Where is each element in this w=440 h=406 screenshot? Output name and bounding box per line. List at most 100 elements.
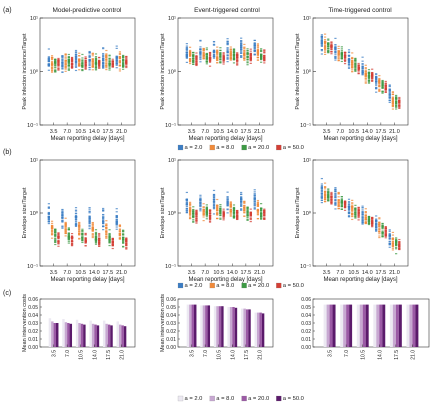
scatter-point xyxy=(118,70,122,72)
scatter-point xyxy=(361,219,364,221)
scatter-point xyxy=(347,63,351,66)
y-tick-label: 0.02 xyxy=(28,329,38,335)
scatter-point xyxy=(236,52,239,54)
scatter-point xyxy=(391,239,395,241)
scatter-point xyxy=(54,229,57,231)
scatter-point xyxy=(81,241,84,244)
scatter-point xyxy=(398,238,401,241)
scatter-point xyxy=(205,60,208,62)
bar xyxy=(118,324,122,347)
scatter-point xyxy=(334,189,337,191)
scatter-point xyxy=(351,56,354,59)
scatter-point xyxy=(47,56,50,59)
scatter-point xyxy=(70,240,74,242)
scatter-point xyxy=(354,68,357,70)
scatter-point xyxy=(208,57,212,59)
scatter-point xyxy=(388,246,391,248)
scatter-point xyxy=(115,226,118,228)
scatter-point xyxy=(367,79,371,81)
scatter-point xyxy=(226,41,229,43)
scatter-point xyxy=(375,86,378,88)
scatter-point xyxy=(343,205,347,208)
scatter-point xyxy=(74,216,78,218)
y-tick-label: 0.03 xyxy=(301,321,311,327)
scatter-point xyxy=(323,36,327,38)
scatter-point xyxy=(102,52,105,55)
scatter-point xyxy=(351,68,354,70)
scatter-point xyxy=(334,192,337,195)
scatter-point xyxy=(320,183,323,185)
scatter-point xyxy=(357,66,360,68)
scatter-point xyxy=(74,66,78,68)
scatter-point xyxy=(320,199,323,201)
scatter-point xyxy=(81,238,84,240)
scatter-point xyxy=(391,249,395,251)
scatter-point xyxy=(222,211,225,213)
scatter-point xyxy=(347,200,351,203)
scatter-point xyxy=(260,56,263,58)
x-tick-label: 3.5 xyxy=(50,129,58,135)
scatter-point xyxy=(61,227,64,229)
x-tick-label: 17.5 xyxy=(106,350,112,360)
scatter-point xyxy=(216,58,219,60)
scatter-point xyxy=(240,42,243,44)
scatter-point xyxy=(229,206,232,208)
scatter-point xyxy=(222,216,225,218)
scatter-point xyxy=(334,50,337,52)
scatter-point xyxy=(253,208,256,210)
scatter-point xyxy=(78,223,81,225)
scatter-point xyxy=(249,54,252,56)
scatter-point xyxy=(105,231,108,233)
scatter-point xyxy=(384,84,387,87)
scatter-point xyxy=(364,215,367,217)
bar xyxy=(62,319,65,347)
scatter-point xyxy=(334,37,337,39)
scatter-point xyxy=(249,59,252,61)
scatter-point xyxy=(236,53,239,55)
scatter-point xyxy=(98,239,101,241)
scatter-point xyxy=(57,232,60,234)
scatter-point xyxy=(347,61,351,63)
scatter-point xyxy=(343,57,347,59)
scatter-point xyxy=(371,80,374,82)
scatter-point xyxy=(364,74,367,76)
scatter-point xyxy=(236,57,239,59)
scatter-point xyxy=(381,230,384,232)
scatter-point xyxy=(354,217,357,219)
scatter-point xyxy=(351,61,354,64)
scatter-point xyxy=(54,236,57,238)
scatter-point xyxy=(84,63,87,65)
scatter-point xyxy=(70,245,74,247)
scatter-point xyxy=(232,217,236,219)
scatter-point xyxy=(88,218,91,220)
scatter-point xyxy=(246,54,249,56)
scatter-point xyxy=(67,228,70,230)
scatter-point xyxy=(74,210,78,212)
scatter-point xyxy=(98,65,101,68)
scatter-point xyxy=(320,41,323,43)
scatter-point xyxy=(253,201,256,203)
scatter-point xyxy=(185,201,188,203)
scatter-point xyxy=(185,200,188,202)
scatter-point xyxy=(351,60,354,62)
scatter-point xyxy=(226,201,229,203)
scatter-point xyxy=(320,43,323,45)
scatter-point xyxy=(108,67,111,69)
scatter-point xyxy=(105,54,108,56)
scatter-point xyxy=(398,247,401,249)
scatter-point xyxy=(351,205,354,207)
scatter-point xyxy=(54,62,57,64)
x-tick-label: 10.5 xyxy=(75,129,86,135)
y-tick-label: 10¹ xyxy=(168,16,176,22)
scatter-point xyxy=(240,56,243,58)
scatter-point xyxy=(94,66,98,68)
scatter-point xyxy=(57,241,60,243)
scatter-point xyxy=(246,62,249,64)
scatter-point xyxy=(115,60,118,62)
scatter-point xyxy=(91,228,94,230)
scatter-point xyxy=(111,58,114,60)
scatter-point xyxy=(125,63,128,65)
scatter-point xyxy=(78,58,81,61)
bar xyxy=(121,325,124,347)
scatter-point xyxy=(320,34,323,36)
